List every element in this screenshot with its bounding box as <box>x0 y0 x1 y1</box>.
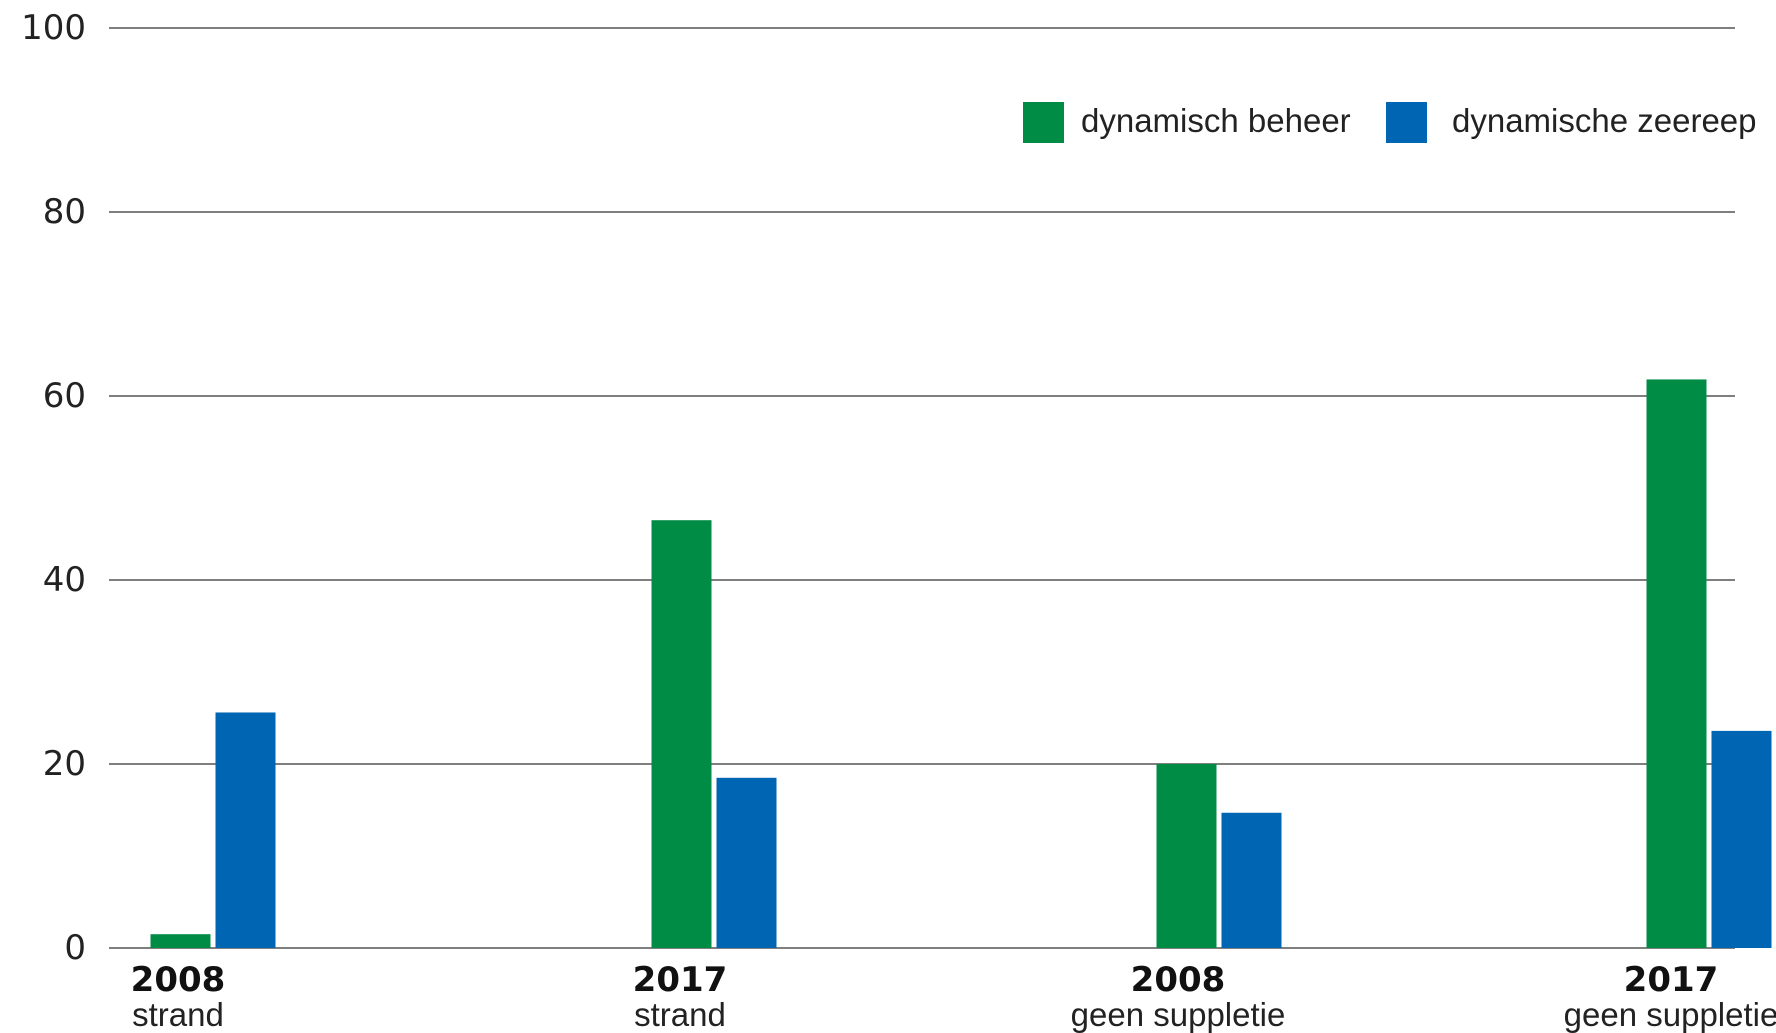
bar <box>215 712 276 948</box>
bar <box>716 777 777 948</box>
x-category-label: strand <box>132 996 224 1033</box>
x-category-label: strand <box>634 996 726 1033</box>
bar <box>150 934 211 948</box>
y-tick-label: 100 <box>21 8 86 48</box>
x-category-year: 2008 <box>131 960 226 1000</box>
legend-label: dynamisch beheer <box>1081 102 1351 139</box>
legend-swatch <box>1023 102 1064 143</box>
x-category-year: 2017 <box>633 960 728 1000</box>
legend: dynamisch beheer dynamische zeereep <box>1023 102 1757 143</box>
x-category-label: geen suppletie <box>1071 996 1286 1033</box>
bar <box>1646 379 1707 948</box>
gridlines <box>109 27 1735 949</box>
x-category-year: 2017 <box>1624 960 1719 1000</box>
y-axis-ticks: 0 20 40 60 80 100 <box>21 8 86 968</box>
legend-label: dynamische zeereep <box>1452 102 1757 139</box>
bar <box>1156 764 1217 948</box>
x-category-label: geen suppletie <box>1564 996 1776 1033</box>
y-tick-label: 40 <box>43 560 86 600</box>
legend-swatch <box>1386 102 1427 143</box>
y-tick-label: 60 <box>43 376 86 416</box>
bar <box>651 520 712 948</box>
y-tick-label: 20 <box>43 744 86 784</box>
y-tick-label: 80 <box>43 192 86 232</box>
bar <box>1711 730 1772 948</box>
y-tick-label: 0 <box>64 928 86 968</box>
bars <box>150 379 1772 948</box>
bar <box>1221 812 1282 948</box>
x-category-year: 2008 <box>1131 960 1226 1000</box>
